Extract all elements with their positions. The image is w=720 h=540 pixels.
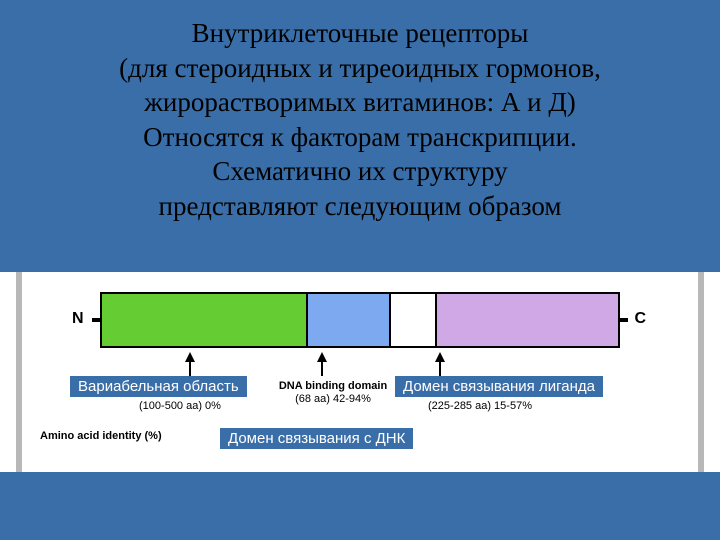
title-line-2: (для стероидных и тиреоидных гормонов, <box>26 51 694 86</box>
caption-variable: (100-500 aa) 0% <box>110 400 250 413</box>
diagram-border-left <box>16 272 22 472</box>
title-line-4: Относятся к факторам транскрипции. <box>26 120 694 155</box>
arrow-variable <box>185 352 195 362</box>
segment-variable <box>102 294 308 346</box>
label-dna-domain: Домен связывания с ДНК <box>220 428 413 449</box>
label-ligand-domain: Домен связывания лиганда <box>395 376 603 397</box>
slide-page: Внутриклеточные рецепторы (для стероидны… <box>0 0 720 540</box>
label-variable-region: Вариабельная область <box>70 376 247 397</box>
arrow-dna <box>317 352 327 362</box>
arrow-variable-stem <box>189 362 191 376</box>
title-line-6: представляют следующим образом <box>26 189 694 224</box>
amino-acid-identity-label: Amino acid identity (%) <box>40 430 162 442</box>
title-line-1: Внутриклеточные рецепторы <box>26 16 694 51</box>
arrow-ligand-stem <box>439 362 441 376</box>
arrow-dna-stem <box>321 362 323 376</box>
domain-bar-row: N C <box>100 292 620 348</box>
segment-dna-binding <box>308 294 391 346</box>
arrow-ligand <box>435 352 445 362</box>
caption-variable-text: (100-500 aa) 0% <box>139 400 221 412</box>
title-line-5: Схематично их структуру <box>26 154 694 189</box>
caption-dna-title: DNA binding domain <box>268 380 398 393</box>
n-terminus-label: N <box>72 310 84 328</box>
c-terminus-label: C <box>634 310 646 328</box>
caption-ligand: (225-285 aa) 15-57% <box>400 400 560 413</box>
title-block: Внутриклеточные рецепторы (для стероидны… <box>8 6 712 237</box>
receptor-domain-bar <box>100 292 620 348</box>
segment-ligand-binding <box>437 294 618 346</box>
caption-dna-sub: (68 aa) 42-94% <box>268 393 398 406</box>
caption-dna: DNA binding domain (68 aa) 42-94% <box>268 380 398 406</box>
title-line-3: жирорастворимых витаминов: А и Д) <box>26 85 694 120</box>
segment-hinge <box>391 294 437 346</box>
diagram-border-right <box>698 272 704 472</box>
caption-ligand-text: (225-285 aa) 15-57% <box>428 400 532 412</box>
diagram-band: N C Вариабельная область Домен связывани… <box>0 272 720 472</box>
